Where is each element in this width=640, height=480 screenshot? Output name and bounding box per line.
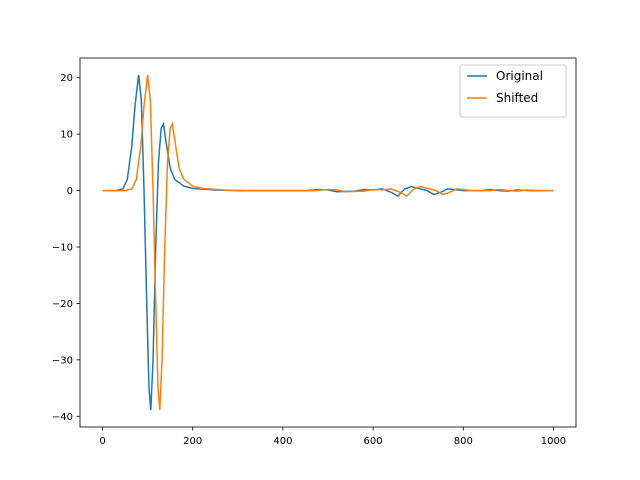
legend-label: Shifted bbox=[496, 91, 538, 105]
x-tick-label: 0 bbox=[99, 436, 105, 447]
legend-box bbox=[459, 64, 567, 118]
y-tick-label: 0 bbox=[67, 186, 73, 197]
x-tick-label: 1000 bbox=[541, 436, 566, 447]
y-tick-label: 10 bbox=[60, 130, 73, 141]
plot-frame bbox=[79, 57, 577, 428]
line-series bbox=[102, 74, 554, 411]
legend: Original Shifted bbox=[459, 64, 567, 118]
legend-label: Original bbox=[496, 69, 543, 83]
y-tick-label: −20 bbox=[52, 299, 73, 310]
x-tick-label: 400 bbox=[273, 436, 292, 447]
x-tick-label: 800 bbox=[454, 436, 473, 447]
y-tick-label: −30 bbox=[52, 355, 73, 366]
y-tick-label: −40 bbox=[52, 412, 73, 423]
y-tick-label: 20 bbox=[60, 73, 73, 84]
line-series bbox=[102, 74, 554, 411]
y-tick-label: −10 bbox=[52, 243, 73, 254]
x-tick-label: 200 bbox=[183, 436, 202, 447]
x-tick-label: 600 bbox=[364, 436, 383, 447]
